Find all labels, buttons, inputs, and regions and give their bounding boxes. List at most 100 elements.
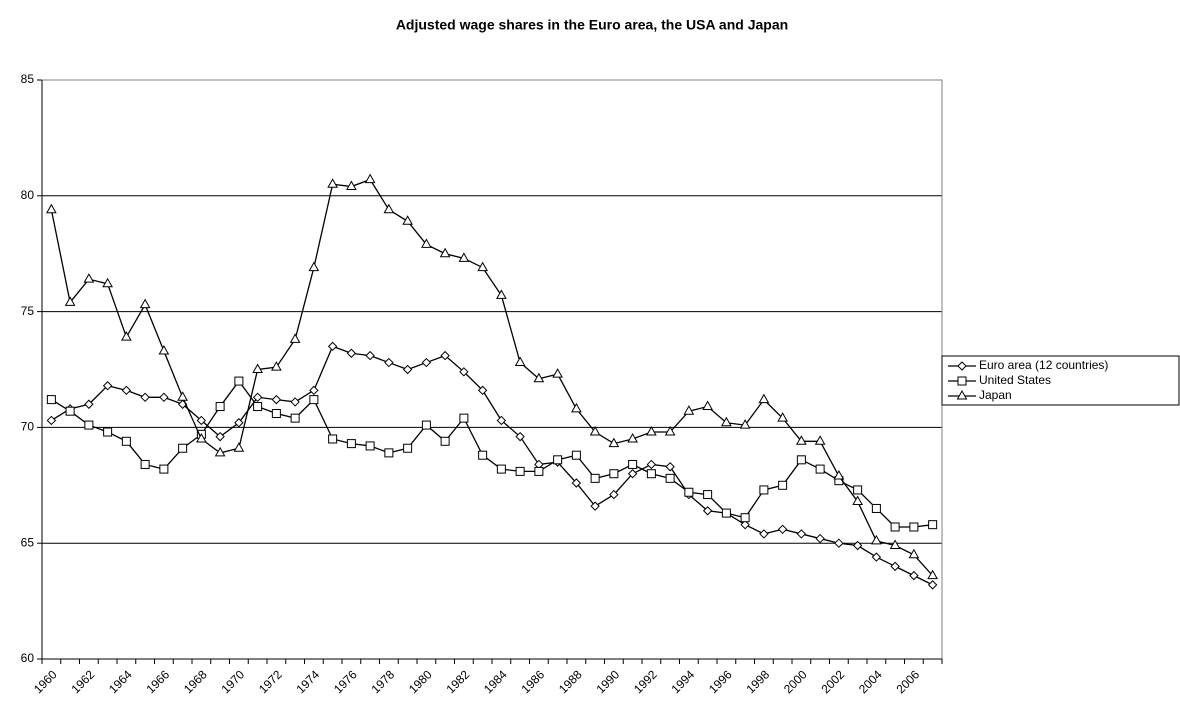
point-diamond [815,533,825,544]
point-triangle [102,277,113,288]
point-triangle [777,412,788,422]
point-diamond [627,469,638,479]
point-diamond [477,385,488,396]
point-square [440,436,450,446]
point-square [253,402,263,412]
point-square [459,413,469,423]
point-square [403,443,413,453]
point-triangle [46,203,57,214]
point-diamond [346,348,357,358]
x-tick-label: 1976 [331,667,360,696]
legend-label: Japan [979,388,1012,402]
point-triangle [796,435,807,445]
point-triangle [627,432,638,443]
point-triangle [421,238,432,248]
x-tick-label: 2004 [856,667,885,696]
point-diamond [402,364,413,375]
plot-frame [41,79,943,660]
point-triangle [477,261,488,272]
point-square [421,420,431,430]
point-triangle [852,495,863,506]
point-triangle [889,539,901,550]
point-diamond [496,415,507,426]
point-diamond [871,552,882,562]
point-triangle [646,426,657,436]
point-diamond [252,392,263,402]
point-square [957,376,967,386]
chart-title: Adjusted wage shares in the Euro area, t… [396,17,788,33]
point-diamond [196,415,207,426]
point-diamond [646,459,657,470]
point-triangle [402,215,413,225]
point-triangle [364,173,376,184]
x-tick-label: 1990 [593,667,622,696]
point-square [159,464,169,474]
point-triangle [571,402,582,413]
point-triangle [533,372,545,383]
point-diamond [702,506,713,516]
point-triangle [514,356,526,367]
point-diamond [590,501,600,511]
point-triangle [64,296,76,306]
point-diamond [759,529,769,539]
x-tick-label: 1968 [181,667,210,696]
point-triangle [158,344,170,355]
point-square [140,459,150,469]
series-line [50,178,934,577]
point-square [890,522,900,532]
x-tick-label: 1964 [106,667,135,696]
point-diamond [271,394,282,405]
point-square [346,439,356,449]
point-square [609,469,619,479]
point-square [684,487,694,497]
x-tick-label: 1972 [256,667,285,696]
point-square [215,402,225,412]
point-triangle [702,400,713,411]
point-square [721,508,731,518]
x-tick-label: 1988 [556,667,585,696]
point-triangle [496,289,507,299]
x-tick-label: 2000 [781,667,810,696]
point-triangle [927,569,938,580]
point-diamond [740,519,750,530]
point-square [478,450,488,460]
point-square [515,466,525,476]
point-triangle [664,426,676,436]
point-diamond [102,381,113,391]
point-diamond [777,524,788,535]
point-square [871,503,881,513]
legend-label: United States [979,373,1051,387]
x-tick-label: 1966 [143,667,172,696]
point-square [571,450,581,460]
point-triangle [439,247,451,258]
x-tick-label: 1986 [518,667,547,696]
point-triangle [739,419,751,429]
y-tick-label: 85 [21,72,35,86]
x-tick-label: 2006 [893,667,922,696]
point-square [928,520,938,530]
point-square [909,522,919,532]
point-diamond [957,361,967,371]
point-square [234,376,244,386]
point-diamond [46,415,57,426]
x-tick-label: 1982 [443,667,472,696]
point-triangle [252,363,263,373]
x-tick-label: 1992 [631,667,660,696]
point-diamond [215,431,225,442]
point-triangle [214,446,226,457]
x-tick-label: 1994 [668,667,697,696]
point-triangle [196,432,207,443]
y-tick-label: 80 [21,188,35,202]
x-tick-label: 1998 [743,667,772,696]
point-diamond [834,538,844,548]
point-triangle [177,391,188,401]
point-diamond [421,357,432,368]
point-square [815,464,825,474]
y-tick-label: 70 [21,420,35,434]
point-diamond [515,431,525,442]
x-tick-label: 1962 [68,667,97,696]
point-diamond [234,418,244,428]
y-tick-label: 60 [21,651,35,665]
point-diamond [384,357,394,368]
